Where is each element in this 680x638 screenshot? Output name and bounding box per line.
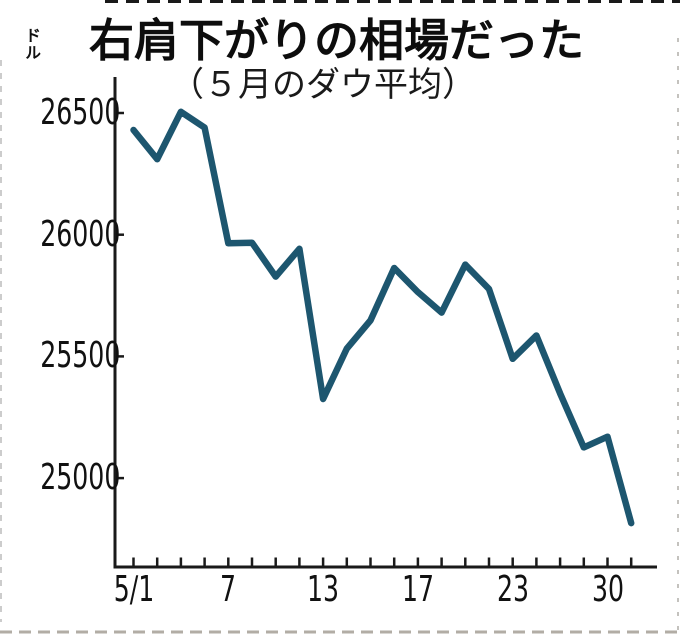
x-tick-label: 17 [401,569,434,610]
x-tick-label: 13 [307,569,340,610]
x-tick-label: 5/1 [113,569,154,610]
chart-title: 右肩下がりの相場だった [89,14,585,67]
y-axis-ticks [115,111,124,480]
y-axis-unit-label: ドル [22,27,41,61]
x-tick-label: 30 [591,569,624,610]
y-tick-label: 25500 [40,335,121,377]
x-tick-label: 7 [220,569,237,610]
dow-average-line [130,108,635,527]
y-tick-label: 26500 [40,92,121,133]
chart-subtitle: （５月のダウ平均） [170,65,476,105]
y-tick-label: 26000 [40,213,121,255]
x-tick-label: 23 [496,569,529,610]
x-axis-ticks [132,557,633,567]
y-tick-label: 25000 [40,457,121,499]
